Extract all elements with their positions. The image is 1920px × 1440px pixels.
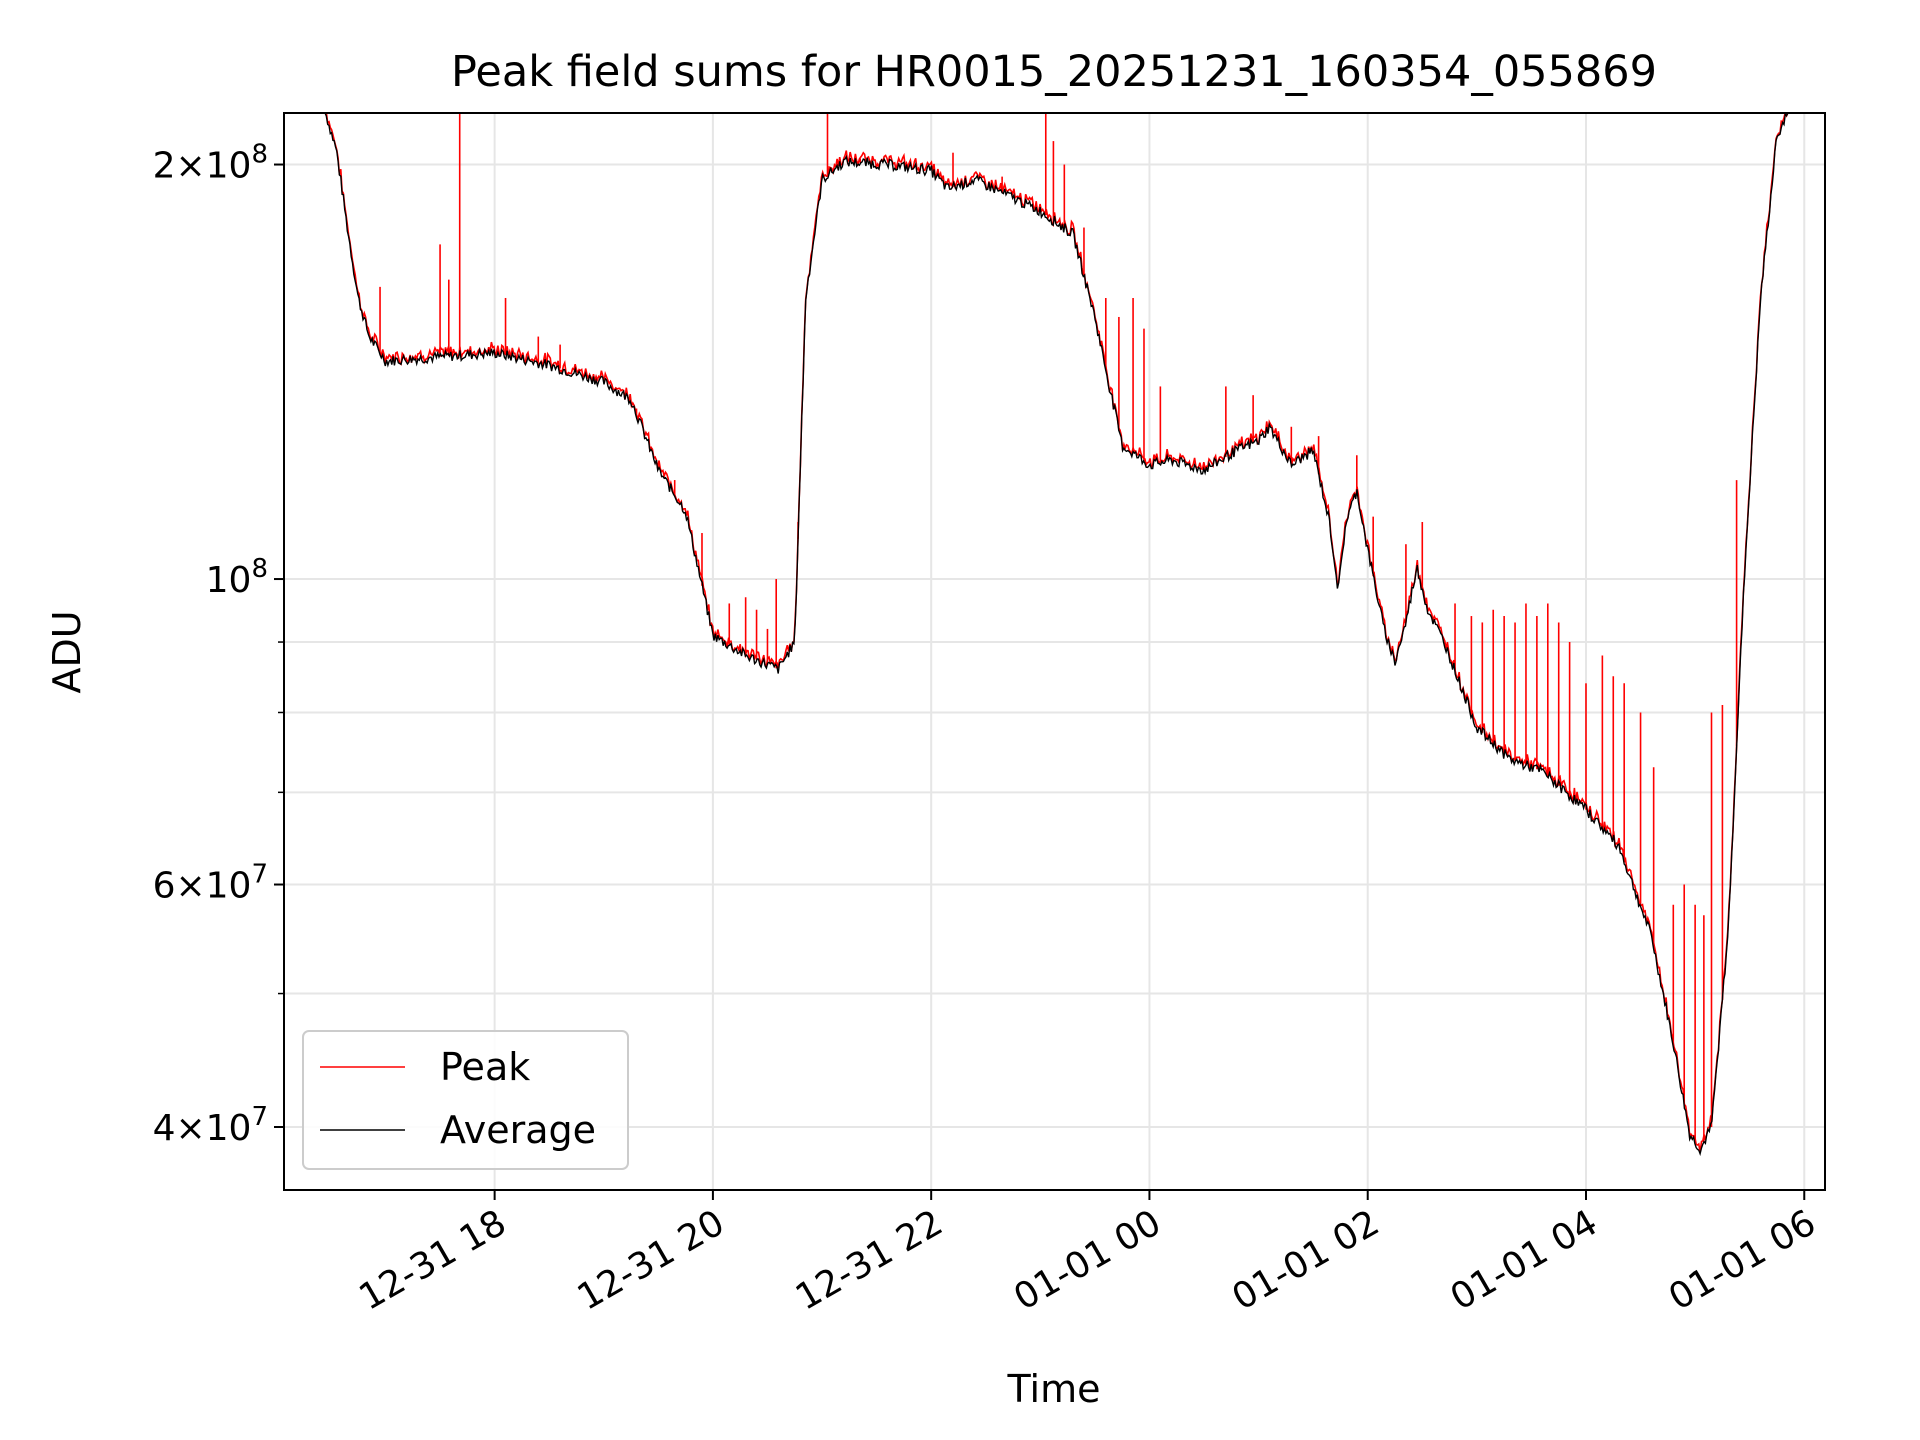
average-series-line: [314, 113, 1825, 1157]
legend-box: [302, 1030, 629, 1170]
y-tick-label: 2×108: [153, 140, 268, 187]
y-axis-label: ADU: [45, 610, 89, 693]
legend-peak-label: Peak: [440, 1045, 530, 1089]
plot-area: [314, 113, 1825, 1157]
y-tick-label: 6×107: [153, 860, 268, 907]
y-tick-label: 108: [206, 554, 268, 601]
chart-title: Peak field sums for HR0015_20251231_1603…: [451, 47, 1657, 97]
plot-frame: [283, 112, 1826, 1191]
legend-average-label: Average: [440, 1108, 596, 1152]
x-axis-label: Time: [1007, 1367, 1101, 1411]
legend: Peak Average: [302, 1030, 629, 1170]
y-tick-label: 4×107: [153, 1102, 268, 1149]
